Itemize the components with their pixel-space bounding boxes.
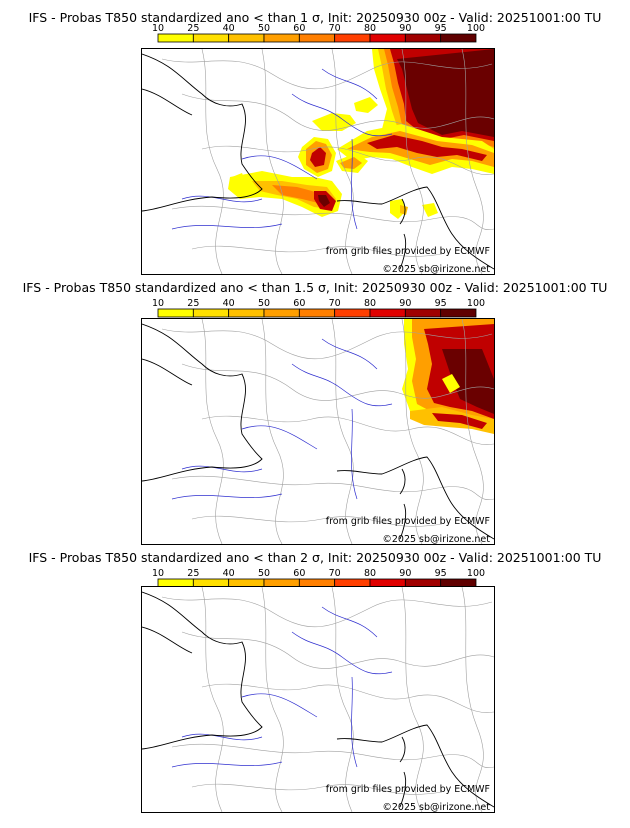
colorbar-tick-label: 10 <box>152 298 164 309</box>
map-graphic <box>142 587 494 812</box>
colorbar-tick-label: 90 <box>399 568 411 579</box>
colorbar-segment <box>404 308 442 318</box>
colorbar-segment <box>192 308 230 318</box>
colorbar-tick-label: 80 <box>364 23 376 34</box>
forecast-panel-1-5sigma: IFS - Probas T850 standardized ano < tha… <box>0 270 630 546</box>
colorbar-segment <box>369 308 406 318</box>
data-source-note: from grib files provided by ECMWF <box>325 246 490 257</box>
data-source-note: from grib files provided by ECMWF <box>325 516 490 527</box>
map-graphic <box>142 319 494 544</box>
colorbar-tick-label: 60 <box>293 298 305 309</box>
basemap-overlay <box>142 319 494 544</box>
colorbar-tick-label: 100 <box>467 568 485 579</box>
colorbar-tick-label: 40 <box>223 23 235 34</box>
colorbar-segment <box>157 33 194 43</box>
colorbar-tick-label: 100 <box>467 298 485 309</box>
colorbar-tick-label: 10 <box>152 23 164 34</box>
colorbar-segment <box>440 33 477 43</box>
colorbar-tick-label: 60 <box>293 23 305 34</box>
colorbar-tick-label: 70 <box>329 298 341 309</box>
colorbar-segment <box>440 308 477 318</box>
colorbar-tick-label: 90 <box>399 298 411 309</box>
colorbar-tick-label: 95 <box>435 568 447 579</box>
probability-map <box>141 318 495 545</box>
colorbar-segment <box>404 33 442 43</box>
panel-title: IFS - Probas T850 standardized ano < tha… <box>28 10 602 25</box>
colorbar-tick-label: 100 <box>467 23 485 34</box>
probability-shading <box>402 319 494 434</box>
colorbar-tick-label: 60 <box>293 568 305 579</box>
colorbar-segment <box>228 33 265 43</box>
colorbar-segment <box>157 308 194 318</box>
colorbar-tick-label: 25 <box>187 23 199 34</box>
colorbar-graphic: 10 25 40 50 60 70 80 90 95 100 <box>152 298 485 318</box>
colorbar-tick-label: 80 <box>364 568 376 579</box>
copyright-note: ©2025 sb@irizone.net <box>382 264 490 275</box>
colorbar-tick-label: 90 <box>399 23 411 34</box>
colorbar-segment <box>334 33 371 43</box>
forecast-panel-1sigma: IFS - Probas T850 standardized ano < tha… <box>0 0 630 276</box>
colorbar-graphic: 10 25 40 50 60 70 80 90 95 100 <box>152 23 485 43</box>
probability-map <box>141 48 495 275</box>
colorbar-segment <box>334 308 371 318</box>
colorbar-tick-label: 50 <box>258 23 270 34</box>
colorbar-tick-label: 25 <box>187 568 199 579</box>
colorbar-tick-label: 95 <box>435 298 447 309</box>
panel-title: IFS - Probas T850 standardized ano < tha… <box>28 550 602 565</box>
colorbar-segment <box>228 308 265 318</box>
colorbar-tick-label: 95 <box>435 23 447 34</box>
probability-colorbar: 10 25 40 50 60 70 80 90 95 100 <box>152 23 485 43</box>
colorbar-tick-label: 40 <box>223 298 235 309</box>
probability-colorbar: 10 25 40 50 60 70 80 90 95 100 <box>152 298 485 318</box>
colorbar-graphic: 10 25 40 50 60 70 80 90 95 100 <box>152 568 485 588</box>
probability-colorbar: 10 25 40 50 60 70 80 90 95 100 <box>152 568 485 588</box>
basemap-overlay <box>142 587 494 812</box>
colorbar-tick-label: 40 <box>223 568 235 579</box>
map-graphic <box>142 49 494 274</box>
colorbar-tick-label: 10 <box>152 568 164 579</box>
data-source-note: from grib files provided by ECMWF <box>325 784 490 795</box>
colorbar-tick-label: 80 <box>364 298 376 309</box>
colorbar-tick-label: 50 <box>258 568 270 579</box>
panel-title: IFS - Probas T850 standardized ano < tha… <box>22 280 608 295</box>
colorbar-segment <box>369 33 406 43</box>
colorbar-segment <box>192 33 230 43</box>
copyright-note: ©2025 sb@irizone.net <box>382 802 490 813</box>
colorbar-tick-label: 70 <box>329 23 341 34</box>
colorbar-segment <box>263 308 300 318</box>
colorbar-tick-label: 70 <box>329 568 341 579</box>
basemap-overlay <box>142 49 494 274</box>
forecast-panel-2sigma: IFS - Probas T850 standardized ano < tha… <box>0 540 630 816</box>
colorbar-tick-label: 25 <box>187 298 199 309</box>
copyright-note: ©2025 sb@irizone.net <box>382 534 490 545</box>
colorbar-segment <box>263 33 300 43</box>
probability-map <box>141 586 495 813</box>
colorbar-tick-label: 50 <box>258 298 270 309</box>
colorbar-segment <box>298 308 336 318</box>
colorbar-segment <box>298 33 336 43</box>
